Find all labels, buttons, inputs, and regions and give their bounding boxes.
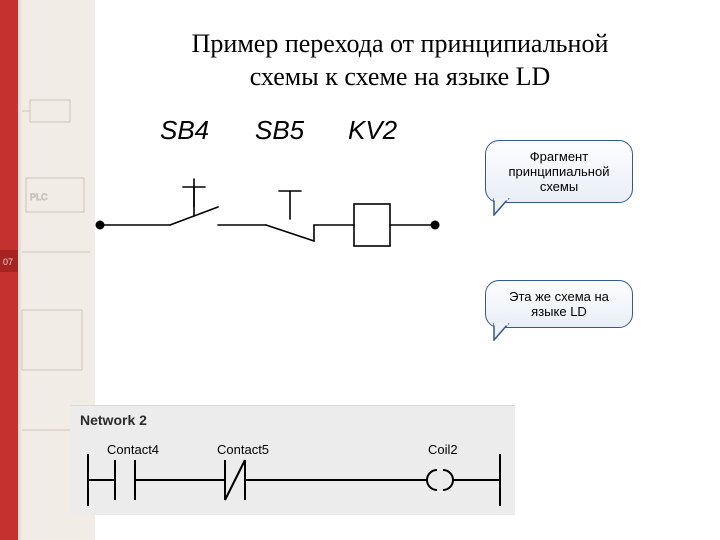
callout1-tail [492,198,510,216]
callout2-tail [492,323,510,341]
label-kv2: KV2 [348,115,397,146]
svg-text:Coil2: Coil2 [428,442,458,457]
callout2-l1: Эта же схема на [509,289,609,304]
callout1-l1: Фрагмент [530,149,588,164]
label-sb5: SB5 [255,115,304,146]
svg-text:Contact5: Contact5 [217,442,269,457]
label-sb4: SB4 [160,115,209,146]
svg-text:Contact4: Contact4 [107,442,159,457]
title-line-1: Пример перехода от принципиальной [192,29,609,58]
callout1-l3: схемы [540,179,578,194]
callout-ld: Эта же схема на языке LD [485,280,633,328]
callout-schematic: Фрагмент принципиальной схемы [485,140,633,203]
callout1-l2: принципиальной [509,164,610,179]
title-line-2: схемы к схеме на языке LD [250,62,551,91]
page-title: Пример перехода от принципиальной схемы … [120,28,680,93]
callout2-l2: языке LD [531,304,587,319]
svg-text:PLC: PLC [30,192,48,202]
ld-network-title: Network 2 [70,406,515,428]
ld-svg: Contact4 Contact5 Coil2 [70,432,515,512]
schematic-fragment: SB4 SB5 KV2 [90,115,445,285]
ld-network-panel: Network 2 Contact4 Contact5 Coil2 [70,405,515,515]
svg-text:07: 07 [3,257,13,267]
